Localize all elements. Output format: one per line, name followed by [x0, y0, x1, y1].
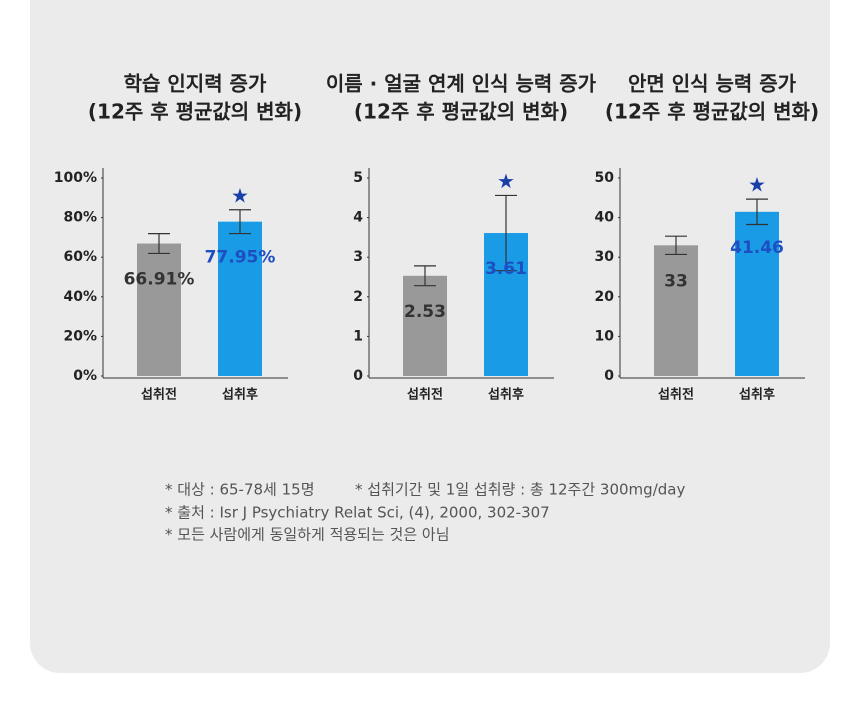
- chart-subtitle: (12주 후 평균값의 변화): [88, 100, 302, 124]
- y-tick-label: 40: [595, 210, 615, 226]
- y-tick-label: 10: [595, 328, 615, 344]
- significance-star: ★: [497, 169, 515, 193]
- significance-star: ★: [231, 183, 249, 207]
- y-tick-label: 0: [604, 368, 614, 384]
- y-tick-label: 80%: [63, 210, 97, 226]
- chart-title: 이름 · 얼굴 연계 인식 능력 증가: [326, 72, 597, 96]
- value-label: 41.46: [730, 238, 784, 258]
- bar: [137, 243, 181, 376]
- y-tick-label: 40%: [63, 289, 97, 305]
- x-tick-label: 섭취후: [488, 387, 524, 403]
- bar: [403, 275, 447, 376]
- y-tick-label: 3: [353, 249, 363, 265]
- y-tick-label: 100%: [54, 170, 97, 186]
- x-tick-label: 섭취전: [141, 387, 177, 403]
- y-tick-label: 2: [353, 289, 363, 305]
- y-tick-label: 60%: [63, 249, 97, 265]
- y-tick-label: 1: [353, 328, 363, 344]
- x-tick-label: 섭취후: [222, 387, 258, 403]
- y-tick-label: 4: [353, 210, 363, 226]
- value-label: 66.91%: [124, 270, 195, 290]
- chart-subtitle: (12주 후 평균값의 변화): [605, 100, 819, 124]
- y-tick-label: 20%: [63, 328, 97, 344]
- y-tick-label: 50: [595, 170, 615, 186]
- bar: [735, 211, 779, 376]
- value-label: 77.95%: [205, 248, 276, 268]
- significance-star: ★: [748, 173, 766, 197]
- value-label: 3.61: [485, 259, 527, 279]
- y-tick-label: 5: [353, 170, 363, 186]
- bar: [654, 245, 698, 376]
- chart-title: 안면 인식 능력 증가: [628, 72, 797, 96]
- bar: [218, 221, 262, 376]
- y-tick-label: 20: [595, 289, 615, 305]
- chart-subtitle: (12주 후 평균값의 변화): [354, 100, 568, 124]
- x-tick-label: 섭취전: [407, 387, 443, 403]
- footnote: * 출처 : Isr J Psychiatry Relat Sci, (4), …: [165, 504, 550, 522]
- x-tick-label: 섭취전: [658, 387, 694, 403]
- chart-title: 학습 인지력 증가: [124, 72, 267, 96]
- y-tick-label: 0%: [73, 368, 97, 384]
- footnote: * 모든 사람에게 동일하게 적용되는 것은 아님: [165, 526, 450, 544]
- footnote: * 대상 : 65-78세 15명: [165, 481, 315, 499]
- y-tick-label: 0: [353, 368, 363, 384]
- footnote: * 섭취기간 및 1일 섭취량 : 총 12주간 300mg/day: [355, 481, 685, 499]
- y-tick-label: 30: [595, 249, 615, 265]
- x-tick-label: 섭취후: [739, 387, 775, 403]
- value-label: 2.53: [404, 302, 446, 322]
- value-label: 33: [664, 271, 688, 291]
